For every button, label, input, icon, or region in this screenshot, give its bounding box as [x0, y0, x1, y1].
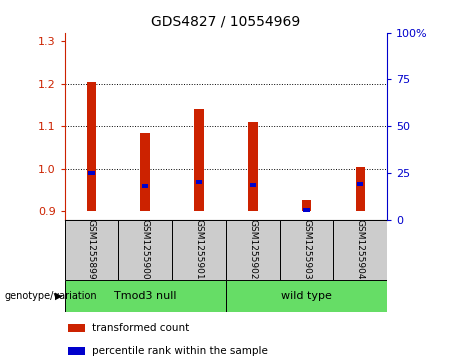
- Text: GSM1255903: GSM1255903: [302, 219, 311, 280]
- Bar: [250, 183, 256, 187]
- Text: GSM1255901: GSM1255901: [195, 219, 203, 280]
- Text: wild type: wild type: [281, 291, 332, 301]
- Bar: [196, 180, 202, 184]
- Bar: [89, 171, 95, 175]
- Bar: [87, 82, 96, 211]
- Text: percentile rank within the sample: percentile rank within the sample: [92, 346, 268, 356]
- Text: Tmod3 null: Tmod3 null: [114, 291, 177, 301]
- Bar: [355, 167, 365, 211]
- Text: GSM1255900: GSM1255900: [141, 219, 150, 280]
- Title: GDS4827 / 10554969: GDS4827 / 10554969: [151, 15, 301, 29]
- Text: GSM1255904: GSM1255904: [356, 219, 365, 280]
- Bar: [68, 347, 85, 355]
- Bar: [226, 220, 280, 280]
- Bar: [194, 109, 204, 211]
- Bar: [333, 220, 387, 280]
- Bar: [68, 324, 85, 332]
- Text: genotype/variation: genotype/variation: [5, 291, 97, 301]
- Bar: [248, 122, 258, 211]
- Bar: [65, 280, 226, 312]
- Bar: [118, 220, 172, 280]
- Text: transformed count: transformed count: [92, 323, 189, 333]
- Bar: [172, 220, 226, 280]
- Bar: [301, 200, 311, 211]
- Bar: [280, 220, 333, 280]
- Text: ▶: ▶: [55, 291, 62, 301]
- Bar: [65, 220, 118, 280]
- Bar: [140, 132, 150, 211]
- Bar: [142, 184, 148, 188]
- Bar: [226, 280, 387, 312]
- Text: GSM1255902: GSM1255902: [248, 219, 257, 280]
- Bar: [303, 208, 310, 212]
- Text: GSM1255899: GSM1255899: [87, 219, 96, 280]
- Bar: [357, 182, 363, 186]
